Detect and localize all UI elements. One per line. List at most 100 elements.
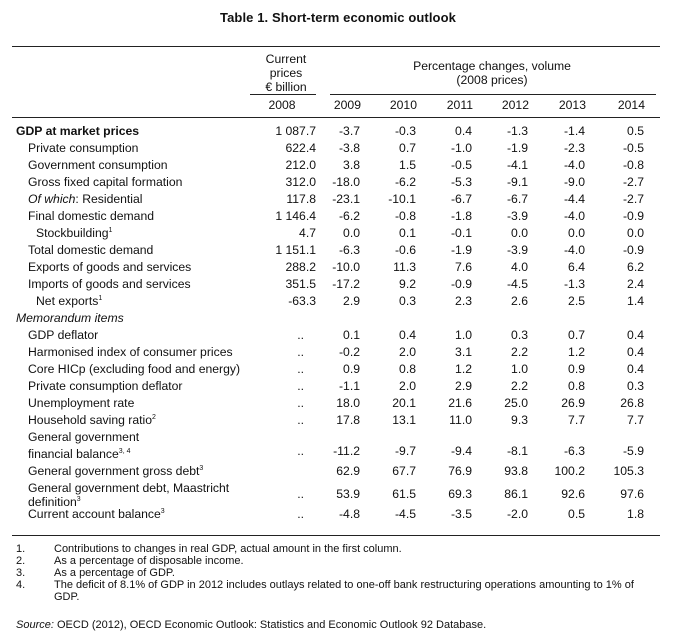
row-value: -0.2 — [338, 345, 360, 359]
row-value: 100.2 — [554, 464, 586, 478]
row-value: -4.0 — [563, 209, 585, 223]
row-value: 212.0 — [285, 158, 317, 172]
source-line: Source: OECD (2012), OECD Economic Outlo… — [16, 619, 486, 631]
row-label: Private consumption deflator — [28, 379, 182, 393]
row-value: -2.7 — [622, 192, 644, 206]
row-value: -0.6 — [394, 243, 416, 257]
row-value: 20.1 — [392, 396, 416, 410]
year-2008: 2008 — [268, 98, 296, 112]
row-value: 1.0 — [455, 328, 472, 342]
row-value: 0.0 — [627, 226, 644, 240]
row-value: 2.9 — [455, 379, 472, 393]
row-value: 0.0 — [511, 226, 528, 240]
row-value: .. — [297, 345, 304, 359]
row-value: -4.1 — [506, 158, 528, 172]
row-value: 2.6 — [511, 294, 528, 308]
row-value: 0.4 — [455, 124, 472, 138]
row-value: 9.2 — [399, 277, 416, 291]
row-value: -4.0 — [563, 158, 585, 172]
row-value: 2.9 — [343, 294, 360, 308]
year-2009: 2009 — [333, 98, 361, 112]
row-value: -63.3 — [288, 294, 316, 308]
header-line: € billion — [265, 80, 307, 94]
row-label-italic: Of which — [28, 192, 76, 206]
row-label: Unemployment rate — [28, 396, 134, 410]
row-value: 288.2 — [285, 260, 317, 274]
row-label-text: Unemployment rate — [28, 396, 135, 410]
row-value: 312.0 — [285, 175, 317, 189]
row-value: -0.8 — [394, 209, 416, 223]
row-value: 21.6 — [448, 396, 472, 410]
row-value: -0.9 — [622, 243, 644, 257]
row-value: -6.2 — [338, 209, 360, 223]
row-value: 1.2 — [455, 362, 472, 376]
row-value: -0.1 — [450, 226, 472, 240]
row-label: Core HICp (excluding food and energy) — [28, 362, 240, 376]
row-value: -23.1 — [332, 192, 360, 206]
row-value: 1.4 — [627, 294, 644, 308]
row-label-text: Household saving ratio — [28, 413, 152, 427]
footnotes: 1. Contributions to changes in real GDP, … — [16, 543, 656, 603]
year-2010: 2010 — [389, 98, 417, 112]
footnote-marker: 1 — [108, 227, 113, 234]
row-label: Government consumption — [28, 158, 168, 172]
row-value: -9.7 — [394, 444, 416, 458]
row-value: 1 087.7 — [275, 124, 316, 138]
row-label-text: Core HICp (excluding food and energy) — [28, 362, 241, 376]
row-value: -9.4 — [450, 444, 472, 458]
row-label: Harmonised index of consumer prices — [28, 345, 233, 359]
footnote-text: Contributions to changes in real GDP, ac… — [54, 543, 402, 555]
row-value: 97.6 — [620, 487, 644, 501]
row-value: 0.7 — [568, 328, 585, 342]
row-value: -1.8 — [450, 209, 472, 223]
row-value: 0.9 — [568, 362, 585, 376]
row-value: -17.2 — [332, 277, 360, 291]
row-value: 0.4 — [627, 328, 644, 342]
row-value: 0.5 — [627, 124, 644, 138]
row-value: 622.4 — [285, 141, 317, 155]
header-line: Current — [265, 52, 307, 66]
footnote-text: The deficit of 8.1% of GDP in 2012 inclu… — [54, 579, 634, 603]
header-rule-percentage — [330, 94, 656, 95]
row-label: Final domestic demand — [28, 209, 154, 223]
row-value: 2.0 — [399, 345, 416, 359]
row-value: -3.5 — [450, 507, 472, 521]
row-value: -1.9 — [450, 243, 472, 257]
row-value: -3.9 — [506, 243, 528, 257]
row-value: -9.1 — [506, 175, 528, 189]
year-2013: 2013 — [558, 98, 586, 112]
row-value: -0.9 — [622, 209, 644, 223]
row-label-text: Imports of goods and services — [28, 277, 191, 291]
row-value: 7.7 — [627, 413, 644, 427]
footnote: 4. The deficit of 8.1% of GDP in 2012 inc… — [16, 579, 656, 603]
table-title: Table 1. Short-term economic outlook — [220, 10, 456, 25]
row-value: 0.8 — [399, 362, 416, 376]
row-value: -1.1 — [338, 379, 360, 393]
row-value: -5.9 — [622, 444, 644, 458]
row-value: 26.8 — [620, 396, 644, 410]
row-value: -4.5 — [506, 277, 528, 291]
row-label-text: : Residential — [75, 192, 143, 206]
row-value: -6.2 — [394, 175, 416, 189]
row-value: -6.7 — [450, 192, 472, 206]
row-value: -1.0 — [450, 141, 472, 155]
row-value: .. — [297, 396, 304, 410]
row-value: 2.3 — [455, 294, 472, 308]
footnote-number: 3. — [16, 567, 26, 579]
top-rule — [12, 46, 660, 47]
footnote-marker: 3 — [76, 496, 81, 503]
row-value: 1.0 — [511, 362, 528, 376]
footnote: 3. As a percentage of GDP. — [16, 567, 656, 579]
year-header-row: 2008 2009 2010 2011 2012 2013 2014 — [0, 98, 676, 112]
row-label: GDP deflator — [28, 328, 98, 342]
header-line: prices — [269, 66, 303, 80]
footnote-marker: 3, 4 — [118, 448, 131, 455]
row-value: 0.3 — [399, 294, 416, 308]
row-value: -0.9 — [450, 277, 472, 291]
row-value: -3.8 — [338, 141, 360, 155]
row-value: 3.1 — [455, 345, 472, 359]
row-value: 53.9 — [336, 487, 360, 501]
row-label-text: GDP deflator — [28, 328, 99, 342]
row-value: -2.3 — [563, 141, 585, 155]
row-value: 0.0 — [568, 226, 585, 240]
